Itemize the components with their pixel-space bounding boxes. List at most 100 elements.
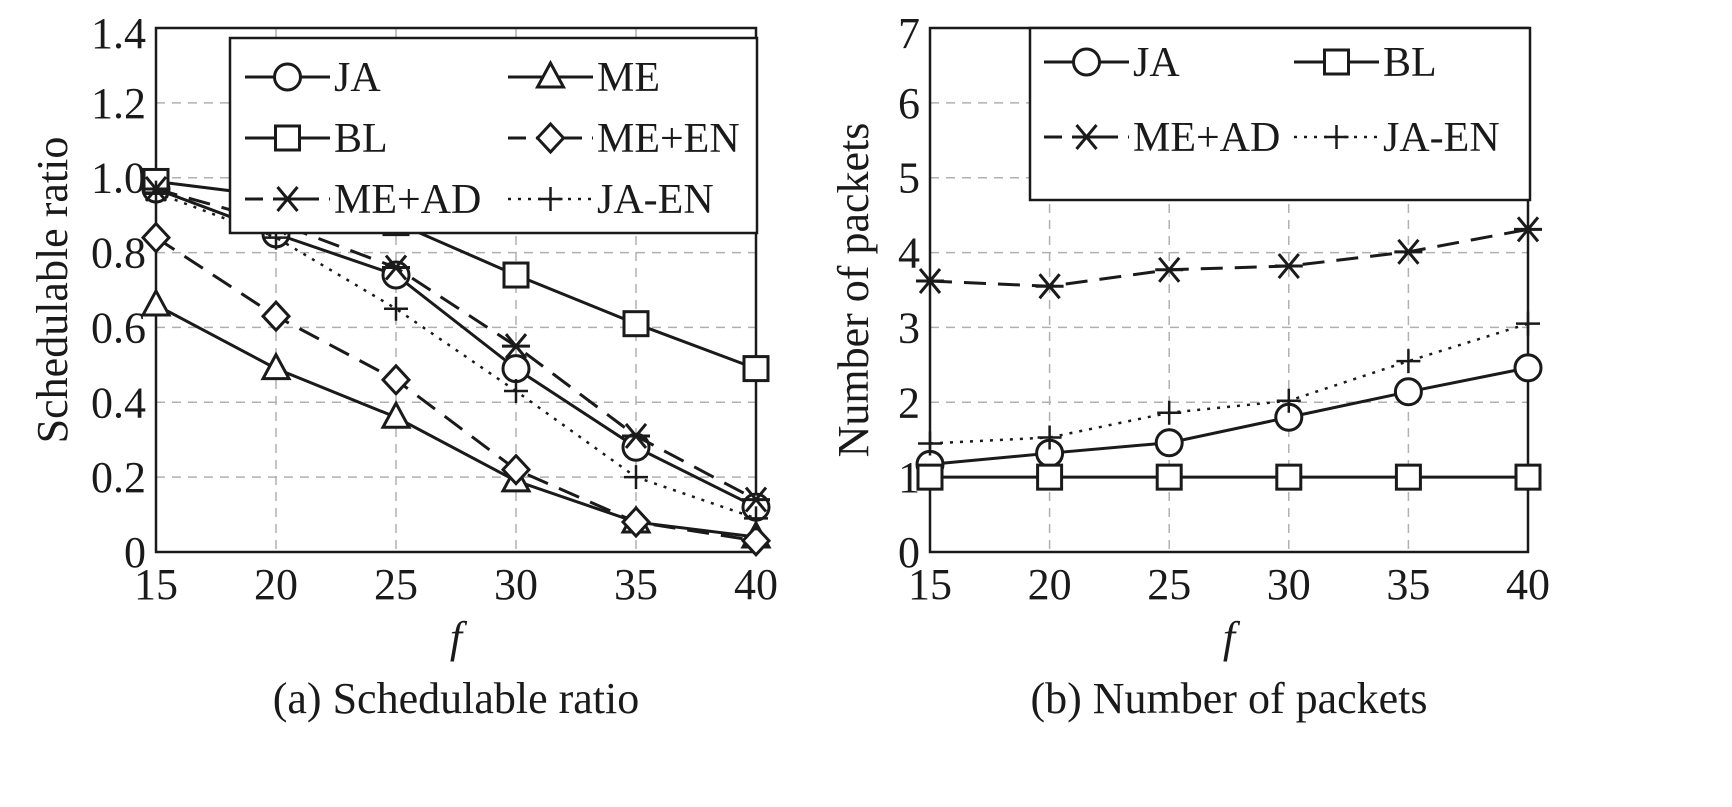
data-point bbox=[500, 453, 532, 486]
data-point bbox=[918, 431, 942, 456]
y-tick-label: 1 bbox=[898, 453, 920, 502]
data-point bbox=[1393, 377, 1423, 407]
series-ja-en bbox=[918, 311, 1540, 456]
data-point bbox=[384, 296, 408, 321]
data-point bbox=[1035, 273, 1064, 300]
y-tick-label: 6 bbox=[898, 79, 920, 128]
legend-label: JA-EN bbox=[1383, 115, 1500, 161]
x-tick-label: 25 bbox=[1147, 560, 1191, 609]
x-tick-label: 15 bbox=[908, 560, 952, 609]
data-point bbox=[742, 486, 770, 513]
legend-entry: ME bbox=[508, 55, 660, 101]
data-point bbox=[916, 268, 944, 294]
legend-marker bbox=[273, 62, 302, 92]
legend-entry: JA-EN bbox=[1294, 115, 1500, 161]
y-axis-label: Schedulable ratio bbox=[28, 137, 77, 444]
legend-marker bbox=[535, 121, 566, 155]
chart-caption: (a) Schedulable ratio bbox=[273, 674, 640, 723]
series-line bbox=[929, 366, 1529, 466]
data-point bbox=[140, 287, 172, 317]
legend-label: BL bbox=[1383, 40, 1437, 86]
y-tick-label: 1.0 bbox=[91, 154, 146, 203]
data-point bbox=[742, 355, 770, 383]
x-tick-label: 20 bbox=[254, 560, 298, 609]
data-point bbox=[1513, 353, 1543, 383]
data-point bbox=[502, 333, 530, 360]
data-point bbox=[744, 506, 768, 531]
data-point bbox=[740, 524, 772, 557]
legend-entry: JA bbox=[1044, 40, 1180, 86]
y-tick-label: 3 bbox=[898, 303, 920, 352]
data-point bbox=[1274, 253, 1303, 280]
data-point bbox=[502, 261, 530, 289]
legend-label: BL bbox=[334, 116, 388, 162]
x-tick-label: 25 bbox=[374, 560, 418, 609]
data-point bbox=[380, 363, 412, 397]
series-line bbox=[155, 303, 757, 539]
x-tick-label: 20 bbox=[1028, 560, 1072, 609]
data-point bbox=[380, 400, 412, 429]
legend-box bbox=[1028, 26, 1532, 202]
y-tick-label: 7 bbox=[898, 9, 920, 58]
legend-entry: ME+AD bbox=[1044, 115, 1280, 161]
data-point bbox=[140, 221, 172, 254]
legend-marker bbox=[1323, 48, 1350, 76]
data-point bbox=[1037, 425, 1062, 450]
legend-entry: BL bbox=[245, 116, 388, 162]
data-point bbox=[1155, 463, 1183, 491]
data-point bbox=[1155, 256, 1184, 283]
y-tick-label: 0.4 bbox=[91, 378, 146, 427]
legend-entry: ME+EN bbox=[508, 116, 740, 162]
data-point bbox=[504, 379, 528, 404]
data-point bbox=[1516, 311, 1540, 336]
legend-entry: JA bbox=[245, 55, 381, 101]
panel-a: 0 0.2 0.4 0.6 0.8 1.0 1.2 1.4 15 20 25 30 35 40 f Sched… bbox=[28, 9, 778, 723]
y-tick-label: 0 bbox=[898, 528, 920, 577]
x-tick-label: 15 bbox=[134, 560, 178, 609]
series-bl bbox=[916, 463, 1542, 491]
data-point bbox=[144, 180, 168, 205]
legend-marker bbox=[1072, 47, 1101, 77]
x-tick-label: 30 bbox=[1267, 560, 1311, 609]
data-point bbox=[1396, 349, 1421, 374]
y-tick-label: 0 bbox=[124, 528, 146, 577]
x-tick-label: 30 bbox=[494, 560, 538, 609]
series-line bbox=[155, 187, 757, 501]
legend-entry: BL bbox=[1294, 40, 1437, 86]
x-axis-label: f bbox=[450, 613, 468, 662]
panel-b: 0 1 2 3 4 5 6 7 15 20 25 30 35 40 f Number of packets (b… bbox=[829, 9, 1550, 723]
y-tick-label: 1.4 bbox=[91, 9, 146, 58]
y-tick-label: 2 bbox=[898, 378, 920, 427]
legend-entry: JA-EN bbox=[508, 177, 714, 223]
data-point bbox=[1275, 463, 1303, 491]
data-point bbox=[260, 299, 292, 333]
x-axis-label: f bbox=[1223, 613, 1241, 662]
legend-label: JA bbox=[334, 55, 381, 101]
data-point bbox=[916, 463, 944, 491]
data-point bbox=[1157, 400, 1182, 425]
series-line bbox=[155, 236, 757, 543]
data-point bbox=[1514, 216, 1542, 243]
data-point bbox=[1394, 238, 1423, 265]
y-tick-label: 5 bbox=[898, 154, 920, 203]
y-tick-label: 1.2 bbox=[91, 79, 146, 128]
series-me-ad bbox=[916, 216, 1542, 300]
series-me bbox=[140, 287, 772, 549]
x-tick-label: 35 bbox=[1386, 560, 1430, 609]
data-point bbox=[1154, 428, 1184, 458]
data-point bbox=[1394, 463, 1422, 491]
chart-caption: (b) Number of packets bbox=[1030, 674, 1427, 723]
legend-marker bbox=[534, 59, 567, 89]
x-tick-label: 40 bbox=[734, 560, 778, 609]
legend-label: ME+AD bbox=[1133, 115, 1280, 161]
legend-label: ME+EN bbox=[597, 116, 740, 162]
data-point bbox=[620, 505, 652, 539]
data-point bbox=[622, 423, 650, 449]
legend-label: JA bbox=[1133, 40, 1180, 86]
series-ja-en bbox=[144, 180, 768, 531]
data-point bbox=[1036, 463, 1064, 491]
legend-marker bbox=[274, 124, 301, 152]
data-point bbox=[1514, 463, 1542, 491]
y-tick-label: 0.8 bbox=[91, 229, 146, 278]
